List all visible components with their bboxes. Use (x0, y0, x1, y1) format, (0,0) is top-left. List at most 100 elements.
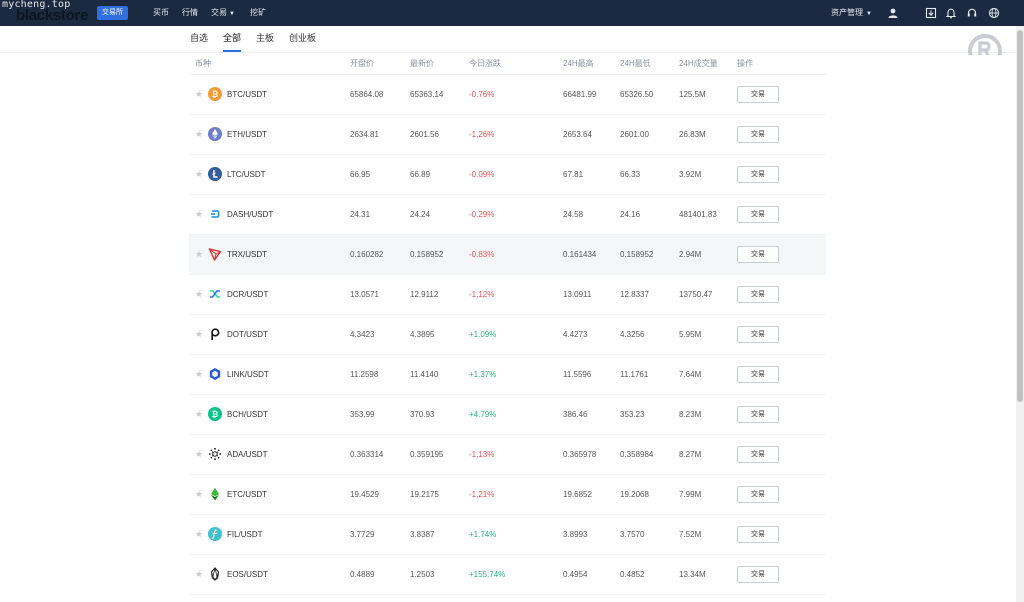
pair-name[interactable]: ADA/USDT (227, 450, 268, 459)
exchange-button[interactable]: 交易所 (97, 6, 128, 20)
headset-icon[interactable] (966, 7, 978, 19)
favorite-star-icon[interactable]: ★ (195, 529, 204, 539)
low-price: 12.8337 (620, 290, 649, 299)
open-price: 11.2598 (350, 370, 379, 379)
favorite-star-icon[interactable]: ★ (195, 329, 204, 339)
trade-button[interactable]: 交易 (737, 366, 779, 383)
favorite-star-icon[interactable]: ★ (195, 89, 204, 99)
last-price: 370.93 (410, 410, 435, 419)
tab-main-board[interactable]: 主板 (256, 33, 275, 43)
table-body: ★ ₿ BTC/USDT 65864.08 65363.14 -0.76% 66481.99… (189, 75, 826, 595)
trade-button[interactable]: 交易 (737, 326, 779, 343)
pair-name[interactable]: DOT/USDT (227, 330, 268, 339)
trade-button[interactable]: 交易 (737, 526, 779, 543)
trade-button[interactable]: 交易 (737, 166, 779, 183)
table-row[interactable]: ★ LINK/USDT 11.2598 11.4140 +1.37% 11.5596 11.… (189, 355, 826, 395)
page-scrollbar[interactable] (1016, 26, 1024, 602)
table-row[interactable]: ★ ADA/USDT 0.363314 0.359195 -1.13% 0.365978 0… (189, 435, 826, 475)
open-price: 24.31 (350, 210, 371, 219)
table-row[interactable]: ★ DOT/USDT 4.3423 4.3895 +1.09% 4.4273 4.3256 5… (189, 315, 826, 355)
last-price: 24.24 (410, 210, 431, 219)
high-price: 67.81 (563, 170, 584, 179)
trade-button[interactable]: 交易 (737, 406, 779, 423)
trade-button[interactable]: 交易 (737, 246, 779, 263)
nav-item-market[interactable]: 行情 (182, 8, 198, 17)
table-row[interactable]: ★ EOS/USDT 0.4889 1.2503 +155.74% 0.4954 0.485… (189, 555, 826, 595)
last-price: 2601.56 (410, 130, 439, 139)
download-icon[interactable] (925, 7, 937, 19)
trade-button[interactable]: 交易 (737, 126, 779, 143)
nav-item-buy[interactable]: 买币 (153, 8, 169, 17)
trade-button[interactable]: 交易 (737, 566, 779, 583)
favorite-star-icon[interactable]: ★ (195, 249, 204, 259)
table-row[interactable]: ★ FIL/USDT 3.7729 3.8387 +1.74% 3.8993 3.7570 7… (189, 515, 826, 555)
pair-name[interactable]: FIL/USDT (227, 530, 263, 539)
volume: 3.92M (679, 170, 702, 179)
nav-item-trade[interactable]: 交易 ▼ (211, 8, 235, 19)
last-price: 0.158952 (410, 250, 444, 259)
trade-button[interactable]: 交易 (737, 86, 779, 103)
nav-item-mining[interactable]: 挖矿 (250, 8, 266, 17)
scrollbar-thumb[interactable] (1017, 30, 1023, 402)
pair-name[interactable]: LTC/USDT (227, 170, 266, 179)
change-percent: -1.13% (469, 450, 495, 459)
trade-button[interactable]: 交易 (737, 486, 779, 503)
pair-name[interactable]: EOS/USDT (227, 570, 268, 579)
last-price: 1.2503 (410, 570, 435, 579)
pair-name[interactable]: ETH/USDT (227, 130, 267, 139)
table-row[interactable]: ★ DASH/USDT 24.31 24.24 -0.29% 24.58 24.16 4814… (189, 195, 826, 235)
volume: 125.5M (679, 90, 706, 99)
open-price: 0.4889 (350, 570, 375, 579)
favorite-star-icon[interactable]: ★ (195, 449, 204, 459)
volume: 481401.83 (679, 210, 717, 219)
globe-icon[interactable] (988, 7, 1000, 19)
low-price: 24.16 (620, 210, 641, 219)
table-row[interactable]: ★ DCR/USDT 13.0571 12.9112 -1.12% 13.0911 12.8… (189, 275, 826, 315)
pair-name[interactable]: BCH/USDT (227, 410, 268, 419)
volume: 7.52M (679, 530, 702, 539)
table-row[interactable]: ★ ETC/USDT 19.4529 19.2175 -1.21% 19.6852 19.2… (189, 475, 826, 515)
trade-button[interactable]: 交易 (737, 446, 779, 463)
last-price: 0.359195 (410, 450, 444, 459)
favorite-star-icon[interactable]: ★ (195, 169, 204, 179)
table-row[interactable]: ★ ₿ BTC/USDT 65864.08 65363.14 -0.76% 66481.99… (189, 75, 826, 115)
high-price: 4.4273 (563, 330, 588, 339)
tab-favorites[interactable]: 自选 (190, 33, 209, 43)
pair-name[interactable]: TRX/USDT (227, 250, 267, 259)
nav-item-trade-label: 交易 (211, 8, 227, 17)
pair-name[interactable]: BTC/USDT (227, 90, 267, 99)
high-price: 3.8993 (563, 530, 588, 539)
trade-button[interactable]: 交易 (737, 286, 779, 303)
volume: 26.83M (679, 130, 706, 139)
low-price: 66.33 (620, 170, 641, 179)
brand-logo[interactable]: blackstore (16, 7, 89, 24)
pair-name[interactable]: DASH/USDT (227, 210, 274, 219)
asset-management-menu[interactable]: 资产管理 ▼ (831, 8, 872, 19)
high-price: 11.5596 (563, 370, 592, 379)
high-price: 2653.64 (563, 130, 592, 139)
table-row[interactable]: ★ LTC/USDT 66.95 66.89 -0.09% 67.81 66.33 3.92M… (189, 155, 826, 195)
bell-icon[interactable] (945, 7, 957, 19)
pair-name[interactable]: DCR/USDT (227, 290, 269, 299)
table-row[interactable]: ★ ETH/USDT 2634.81 2601.56 -1.26% 2653.64 2601… (189, 115, 826, 155)
ada-icon (208, 447, 222, 461)
last-price: 65363.14 (410, 90, 444, 99)
chevron-down-icon: ▼ (229, 11, 235, 17)
pair-name[interactable]: LINK/USDT (227, 370, 269, 379)
change-percent: +155.74% (469, 570, 506, 579)
table-row[interactable]: ★ TRX/USDT 0.160282 0.158952 -0.83% 0.161434 0… (189, 235, 826, 275)
pair-name[interactable]: ETC/USDT (227, 490, 267, 499)
trade-button[interactable]: 交易 (737, 206, 779, 223)
column-header-coin: 币种 (195, 59, 211, 68)
favorite-star-icon[interactable]: ★ (195, 129, 204, 139)
table-row[interactable]: ★ ₿ BCH/USDT 353.99 370.93 +4.79% 386.46 353.23… (189, 395, 826, 435)
tab-growth-board[interactable]: 创业板 (289, 33, 317, 43)
favorite-star-icon[interactable]: ★ (195, 489, 204, 499)
favorite-star-icon[interactable]: ★ (195, 409, 204, 419)
favorite-star-icon[interactable]: ★ (195, 209, 204, 219)
tab-all[interactable]: 全部 (223, 33, 242, 52)
favorite-star-icon[interactable]: ★ (195, 569, 204, 579)
user-icon[interactable] (887, 7, 899, 19)
favorite-star-icon[interactable]: ★ (195, 289, 204, 299)
favorite-star-icon[interactable]: ★ (195, 369, 204, 379)
